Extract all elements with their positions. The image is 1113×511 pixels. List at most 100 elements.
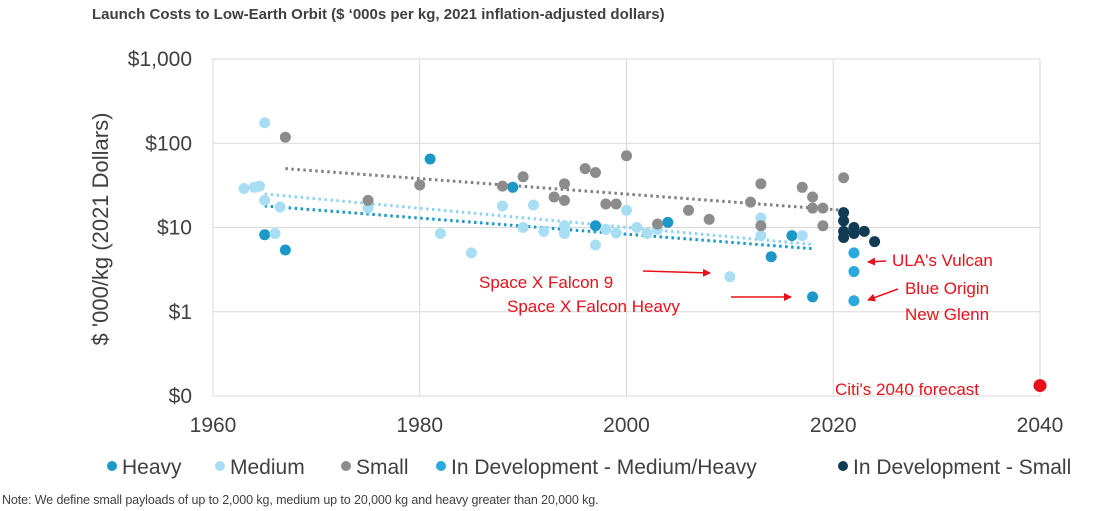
annotation-citi-forecast: Citi's 2040 forecast bbox=[835, 380, 979, 399]
x-tick-label: 2000 bbox=[603, 414, 650, 437]
point-small bbox=[817, 220, 829, 232]
point-small bbox=[838, 172, 850, 184]
y-tick-label: $1 bbox=[169, 301, 192, 324]
point-small bbox=[796, 181, 808, 193]
point-small bbox=[579, 163, 591, 175]
point-heavy bbox=[662, 216, 674, 228]
point-small bbox=[621, 150, 632, 162]
point-in-development-medium-heavy bbox=[848, 295, 860, 307]
point-medium bbox=[755, 212, 767, 224]
x-tick-label: 1960 bbox=[190, 414, 237, 437]
y-tick-label: $0 bbox=[169, 385, 192, 408]
legend-item-heavy: Heavy bbox=[107, 456, 182, 479]
annotation-new-glenn: New Glenn bbox=[905, 305, 989, 324]
point-medium bbox=[259, 117, 271, 129]
point-heavy bbox=[424, 153, 436, 165]
chart-title: Launch Costs to Low-Earth Orbit ($ ‘000s… bbox=[92, 6, 665, 23]
annotation-arrow-vulcan bbox=[867, 257, 887, 266]
annotation-arrow-falcon-9 bbox=[642, 268, 711, 277]
point-small bbox=[414, 179, 426, 191]
legend: Heavy Medium Small In Development - Medi… bbox=[107, 456, 1071, 479]
grid-lines bbox=[212, 58, 1041, 397]
point-heavy bbox=[807, 291, 819, 303]
point-small bbox=[807, 191, 819, 203]
point-medium bbox=[631, 222, 643, 233]
point-medium bbox=[796, 230, 808, 242]
point-small bbox=[362, 194, 374, 206]
point-citi-s-2040-forecast bbox=[1033, 379, 1047, 393]
point-small bbox=[817, 202, 829, 214]
point-small bbox=[548, 191, 560, 203]
point-small bbox=[807, 202, 819, 214]
point-small bbox=[610, 198, 622, 210]
point-medium bbox=[724, 271, 736, 283]
y-axis-label: $ '000/kg (2021 Dollars) bbox=[88, 113, 113, 346]
point-medium bbox=[434, 227, 446, 239]
point-medium bbox=[621, 204, 632, 216]
legend-marker-dev-small bbox=[838, 461, 848, 471]
point-small bbox=[558, 178, 570, 190]
point-medium bbox=[465, 247, 477, 259]
point-heavy bbox=[765, 251, 777, 263]
annotation-falcon-9: Space X Falcon 9 bbox=[479, 273, 613, 292]
legend-item-dev-medium-heavy: In Development - Medium/Heavy bbox=[436, 456, 757, 479]
annotation-arrow-blue-origin bbox=[867, 288, 899, 302]
point-heavy bbox=[279, 244, 291, 256]
point-medium bbox=[600, 223, 612, 235]
point-small bbox=[703, 213, 715, 225]
trendline-medium bbox=[264, 192, 813, 246]
point-small bbox=[683, 204, 695, 216]
trendline-heavy bbox=[264, 204, 813, 251]
point-small bbox=[517, 171, 529, 183]
point-medium bbox=[254, 180, 266, 192]
point-small bbox=[589, 166, 601, 178]
point-in-development-small bbox=[869, 236, 881, 248]
legend-label-dev-medium-heavy: In Development - Medium/Heavy bbox=[451, 456, 757, 479]
point-medium bbox=[238, 183, 250, 195]
point-medium bbox=[496, 200, 508, 212]
point-small bbox=[496, 180, 508, 192]
point-small bbox=[755, 178, 767, 190]
y-tick-label: $100 bbox=[145, 132, 192, 155]
point-heavy bbox=[507, 181, 519, 193]
point-medium bbox=[527, 199, 539, 211]
trend-lines bbox=[264, 167, 844, 251]
point-medium bbox=[558, 227, 570, 239]
legend-label-small: Small bbox=[356, 456, 409, 479]
x-tick-label: 1980 bbox=[396, 414, 443, 437]
point-medium bbox=[517, 222, 529, 233]
legend-label-dev-small: In Development - Small bbox=[853, 456, 1071, 479]
point-small bbox=[745, 196, 757, 208]
point-heavy bbox=[259, 229, 271, 241]
footnote: Note: We define small payloads of up to … bbox=[2, 493, 599, 507]
point-heavy bbox=[589, 220, 601, 232]
y-tick-label: $1,000 bbox=[128, 48, 192, 71]
legend-label-medium: Medium bbox=[230, 456, 305, 479]
point-in-development-medium-heavy bbox=[848, 266, 860, 278]
point-medium bbox=[259, 194, 271, 206]
data-points bbox=[238, 117, 1047, 393]
point-medium bbox=[274, 201, 286, 213]
point-medium bbox=[362, 202, 374, 214]
point-in-development-small bbox=[838, 232, 850, 244]
point-small bbox=[279, 131, 291, 143]
legend-marker-heavy bbox=[107, 461, 117, 471]
legend-item-small: Small bbox=[341, 456, 409, 479]
point-medium bbox=[558, 220, 570, 232]
point-heavy bbox=[786, 230, 798, 242]
annotation-blue-origin: Blue Origin bbox=[905, 279, 989, 298]
point-in-development-small bbox=[838, 207, 850, 219]
annotation-vulcan: ULA's Vulcan bbox=[892, 251, 993, 270]
point-in-development-medium-heavy bbox=[848, 247, 860, 259]
point-medium bbox=[589, 239, 601, 251]
point-in-development-small bbox=[848, 227, 860, 239]
point-in-development-small bbox=[838, 215, 850, 227]
legend-label-heavy: Heavy bbox=[122, 456, 182, 479]
point-in-development-small bbox=[858, 225, 870, 237]
annotation-falcon-heavy: Space X Falcon Heavy bbox=[507, 297, 680, 316]
point-medium bbox=[755, 230, 767, 242]
point-small bbox=[558, 194, 570, 206]
legend-item-dev-small: In Development - Small bbox=[838, 456, 1071, 479]
legend-marker-dev-medium-heavy bbox=[436, 461, 446, 471]
